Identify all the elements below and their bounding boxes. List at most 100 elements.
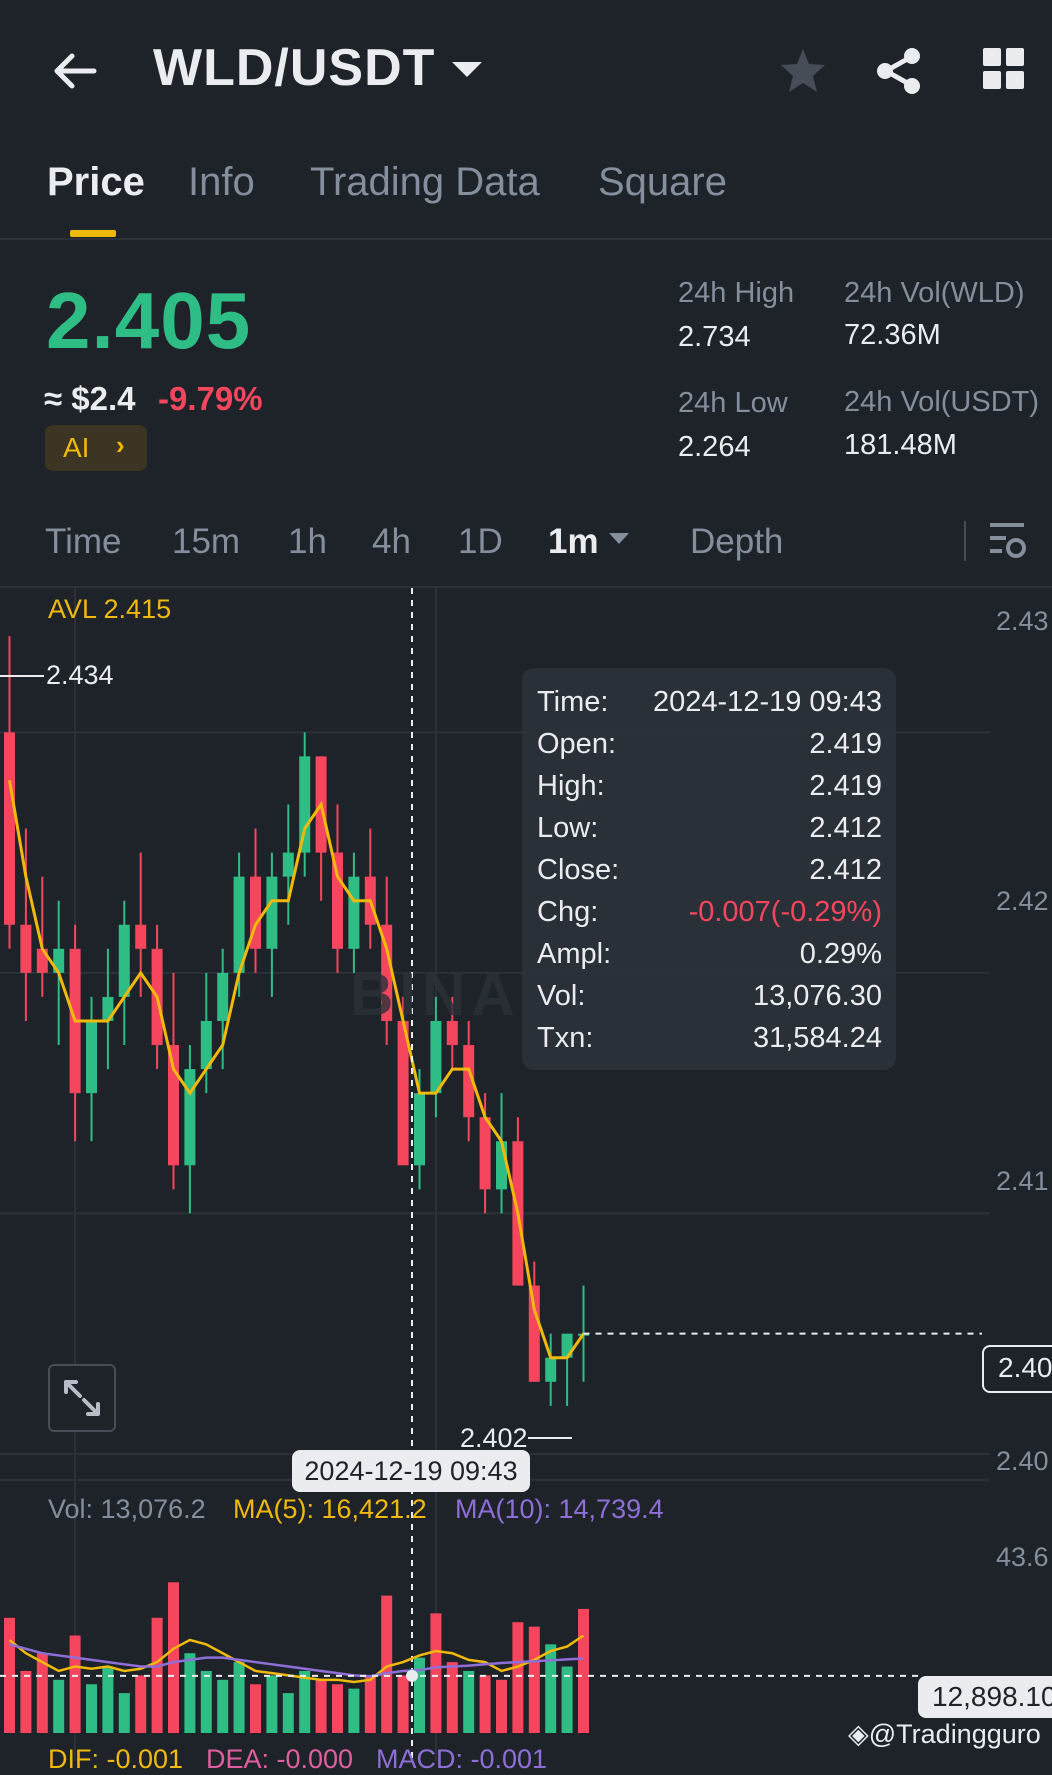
volume-crosshair-box: [918, 1676, 1052, 1718]
volume-axis-label: 43.6: [996, 1542, 1049, 1572]
candle-body: [102, 996, 114, 1021]
volume-bar: [168, 1582, 179, 1733]
high-label: 24h High: [678, 277, 795, 309]
avl-label: AVL 2.415: [48, 594, 172, 624]
y-axis-label: 2.43: [996, 606, 1049, 636]
volume-bar: [102, 1666, 114, 1733]
candle-tooltip: [522, 668, 896, 1070]
candle-body: [446, 1020, 458, 1046]
vol-usdt-value: 181.48M: [844, 429, 957, 461]
volume-bar: [463, 1670, 475, 1733]
candle-body: [266, 876, 278, 949]
author-watermark: ◈@Tradingguro: [848, 1719, 1041, 1749]
volume-bar: [381, 1595, 393, 1733]
candlestick-chart[interactable]: [0, 588, 1052, 1761]
candle-body: [233, 876, 245, 973]
y-axis-label: 2.41: [996, 1166, 1049, 1196]
tooltip-value: 31,584.24: [752, 1022, 882, 1054]
candle-body: [217, 972, 229, 1021]
volume-bar: [4, 1617, 15, 1733]
candle-body: [168, 1045, 179, 1166]
high-marker-label: 2.434: [46, 660, 114, 690]
y-axis-label: 2.40: [996, 1446, 1049, 1476]
tab-price[interactable]: Price: [47, 160, 145, 204]
star-icon[interactable]: [778, 46, 828, 96]
candle-body: [299, 756, 311, 853]
pair-title[interactable]: WLD/USDT: [153, 39, 436, 97]
tooltip-value: 2024-12-19 09:43: [653, 686, 882, 718]
volume-bar: [266, 1675, 278, 1733]
ai-label: AI: [63, 432, 90, 463]
candle-body: [397, 1020, 409, 1166]
candle-body: [250, 876, 261, 949]
volume-bar: [512, 1622, 524, 1733]
tab-info[interactable]: Info: [188, 160, 255, 204]
low-marker-label: 2.402: [460, 1423, 528, 1453]
current-price-label: 2.40: [998, 1352, 1052, 1383]
divider: [0, 238, 1052, 240]
chart-settings-icon[interactable]: [988, 520, 1026, 562]
tooltip-key: Open:: [537, 728, 616, 760]
tab-square[interactable]: Square: [598, 160, 727, 204]
grid-icon[interactable]: [983, 48, 1025, 90]
fullscreen-button[interactable]: [48, 1364, 116, 1432]
tooltip-key: Time:: [537, 686, 609, 718]
volume-bar: [479, 1675, 491, 1733]
last-price: 2.405: [46, 276, 252, 365]
interval-4h[interactable]: 4h: [372, 522, 411, 561]
volume-bar: [69, 1635, 81, 1733]
tooltip-value: -0.007(-0.29%): [688, 896, 882, 928]
tooltip-value: 2.419: [809, 728, 882, 760]
tab-trading-data[interactable]: Trading Data: [310, 160, 540, 204]
interval-depth[interactable]: Depth: [690, 522, 784, 561]
volume-bar: [545, 1644, 557, 1733]
volume-bar: [397, 1675, 409, 1733]
macd-legend: MACD: -0.001: [376, 1744, 548, 1774]
crosshair-time: 2024-12-19 09:43: [304, 1456, 518, 1486]
tooltip-value: 13,076.30: [752, 980, 882, 1012]
interval-15m[interactable]: 15m: [172, 522, 241, 561]
volume-bar: [446, 1662, 458, 1733]
volume-bar: [578, 1608, 589, 1733]
tooltip-key: Vol:: [537, 980, 586, 1012]
dif-legend: DIF: -0.001: [48, 1744, 184, 1774]
candle-body: [184, 1069, 196, 1166]
dea-legend: DEA: -0.000: [206, 1744, 354, 1774]
interval-1h[interactable]: 1h: [288, 522, 327, 561]
volume-bar: [250, 1684, 261, 1733]
volume-bar: [364, 1675, 376, 1733]
tooltip-key: Ampl:: [537, 938, 612, 970]
volume-bar: [315, 1679, 327, 1733]
volume-bar: [217, 1679, 229, 1733]
expand-icon: [64, 1380, 100, 1416]
candle-body: [53, 948, 65, 973]
volume-bar: [184, 1653, 196, 1733]
ai-button[interactable]: [45, 425, 147, 471]
low-label: 24h Low: [678, 387, 788, 419]
candle-body: [479, 1117, 491, 1190]
volume-bar: [118, 1693, 130, 1733]
candle-body: [282, 852, 294, 877]
high-value: 2.734: [678, 321, 751, 353]
share-icon[interactable]: [874, 46, 924, 96]
volume-bar: [299, 1670, 311, 1733]
volume-bar: [430, 1613, 442, 1733]
interval-1m[interactable]: 1m: [548, 522, 599, 561]
change-percent: -9.79%: [158, 380, 263, 417]
crosshair-time-pill: [292, 1450, 530, 1492]
volume-bar: [496, 1679, 507, 1733]
interval-1d[interactable]: 1D: [458, 522, 503, 561]
active-tab-indicator: [70, 230, 116, 237]
volume-bar: [53, 1679, 65, 1733]
chevron-down-icon[interactable]: [609, 533, 629, 544]
candle-body: [528, 1285, 540, 1382]
divider: [0, 586, 1052, 588]
interval-time[interactable]: Time: [45, 522, 122, 561]
volume-bar: [233, 1662, 245, 1733]
back-arrow-icon[interactable]: [50, 46, 100, 96]
chevron-down-icon[interactable]: [452, 62, 482, 77]
volume-legend: Vol: 13,076.2: [48, 1494, 206, 1524]
current-price-box: [982, 1345, 1052, 1393]
candle-body: [135, 924, 147, 949]
volume-bar: [528, 1626, 540, 1733]
